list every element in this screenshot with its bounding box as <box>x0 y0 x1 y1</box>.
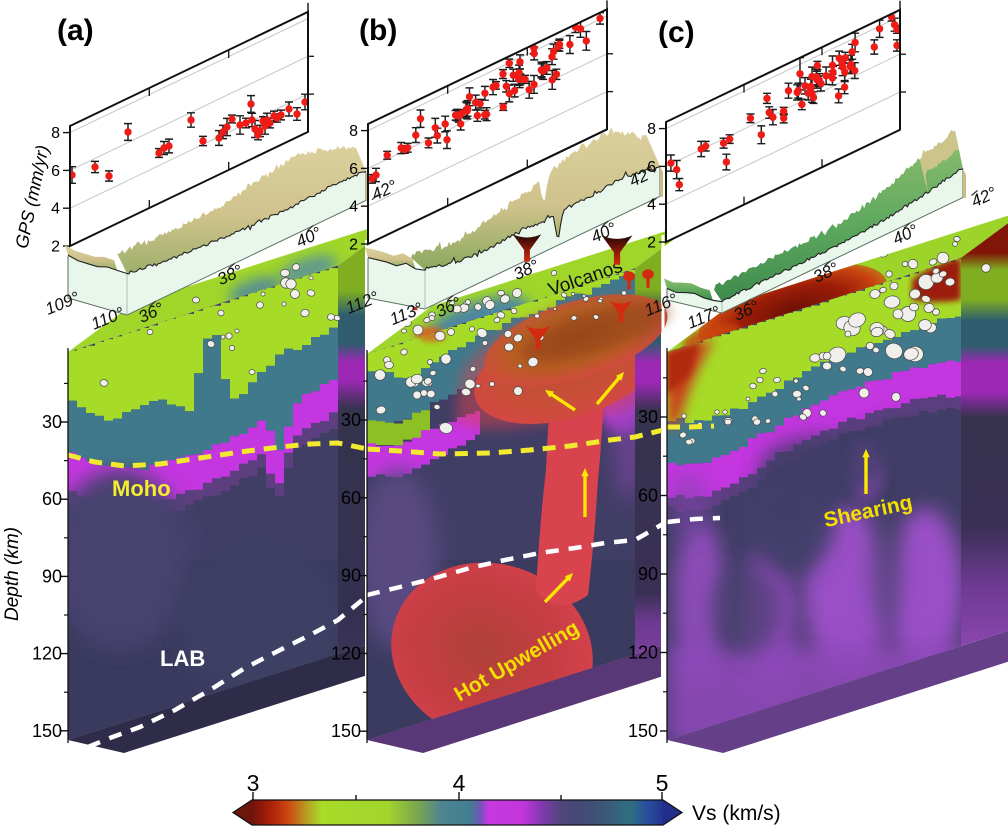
svg-text:3: 3 <box>247 770 260 796</box>
svg-text:Depth (km): Depth (km) <box>2 527 23 621</box>
svg-text:90: 90 <box>341 566 361 586</box>
svg-text:30: 30 <box>341 410 361 430</box>
svg-text:2: 2 <box>647 235 656 252</box>
svg-text:90: 90 <box>42 566 62 586</box>
svg-text:90: 90 <box>638 564 658 584</box>
svg-text:60: 60 <box>42 489 62 509</box>
svg-text:6: 6 <box>51 163 60 180</box>
svg-text:(b): (b) <box>359 14 397 47</box>
svg-text:Vs (km/s): Vs (km/s) <box>692 802 781 825</box>
svg-text:4: 4 <box>349 199 358 216</box>
svg-text:5: 5 <box>656 770 669 796</box>
svg-text:6: 6 <box>647 159 656 176</box>
svg-text:LAB: LAB <box>160 646 205 671</box>
svg-text:8: 8 <box>349 123 358 140</box>
svg-text:2: 2 <box>349 237 358 254</box>
svg-text:60: 60 <box>638 486 658 506</box>
svg-text:4: 4 <box>453 770 466 796</box>
svg-text:6: 6 <box>349 161 358 178</box>
svg-text:2: 2 <box>51 239 60 256</box>
svg-text:30: 30 <box>638 407 658 427</box>
svg-text:150: 150 <box>32 721 62 741</box>
svg-text:30: 30 <box>42 412 62 432</box>
svg-text:(c): (c) <box>658 16 695 49</box>
svg-text:60: 60 <box>341 488 361 508</box>
svg-text:8: 8 <box>51 125 60 142</box>
svg-text:(a): (a) <box>57 14 94 47</box>
svg-text:Moho: Moho <box>112 476 171 501</box>
svg-text:8: 8 <box>647 121 656 138</box>
svg-text:120: 120 <box>331 643 361 663</box>
svg-text:120: 120 <box>32 644 62 664</box>
svg-text:4: 4 <box>51 201 60 218</box>
svg-text:4: 4 <box>647 197 656 214</box>
svg-text:150: 150 <box>628 721 658 741</box>
svg-text:120: 120 <box>628 643 658 663</box>
svg-text:150: 150 <box>331 721 361 741</box>
